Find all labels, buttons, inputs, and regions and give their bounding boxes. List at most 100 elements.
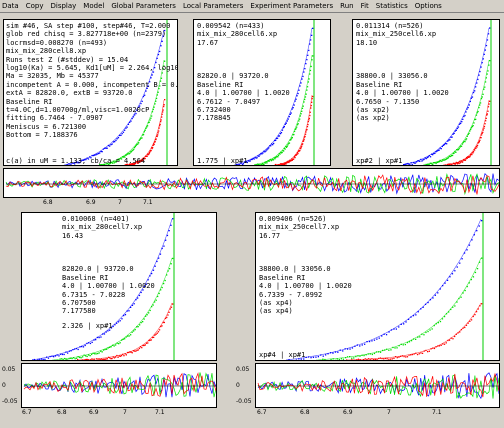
info-line: 6.7612 - 7.0497 (197, 98, 290, 106)
info-line: Runs test Z (#stddev) = 15.04 (6, 56, 178, 64)
residual-y-tick-label: 0 (236, 382, 240, 389)
blue-series-point (437, 292, 438, 293)
info-line: extA = 82820.0, extB = 93720.0 (6, 89, 178, 97)
green-series-point (87, 356, 88, 357)
green-series-point (296, 127, 297, 128)
blue-series-point (85, 345, 86, 346)
residual-plot-bottom-left (22, 364, 217, 408)
red-series-point (301, 145, 302, 146)
blue-series-point (412, 164, 413, 165)
info-line: 6.7315 - 7.0228 (62, 291, 155, 299)
red-series-point (462, 161, 463, 162)
blue-series-point (102, 151, 103, 152)
green-series-point (55, 361, 56, 362)
panel4-footer: 2.326 | xp#1 (62, 322, 113, 330)
blue-series-point (100, 336, 101, 337)
red-series-point (81, 360, 82, 361)
red-series-point (294, 157, 295, 158)
green-series-point (295, 128, 296, 129)
green-series-point (72, 358, 73, 359)
blue-series-point (53, 356, 54, 357)
blue-series-point (439, 150, 440, 151)
green-series-point (293, 134, 294, 135)
blue-series-point (170, 225, 171, 226)
blue-series-point (109, 145, 110, 146)
info-line (197, 56, 290, 64)
red-series-point (487, 111, 488, 112)
blue-series-point (423, 159, 424, 160)
info-line: Baseline RI (259, 274, 352, 282)
green-series-point (423, 334, 424, 335)
red-series-point (473, 151, 474, 152)
red-series-point (77, 359, 78, 360)
menu-local-parameters[interactable]: Local Parameters (183, 0, 243, 13)
red-series-point (288, 162, 289, 163)
red-series-point (483, 129, 484, 130)
red-series-point (434, 348, 435, 349)
menu-options[interactable]: Options (415, 0, 442, 13)
red-series-point (306, 129, 307, 130)
red-series-point (154, 335, 155, 336)
menu-statistics[interactable]: Statistics (376, 0, 408, 13)
green-series-point (171, 263, 172, 264)
blue-series-point (58, 355, 59, 356)
blue-series-point (359, 345, 360, 346)
red-series-point (164, 322, 165, 323)
green-series-point (306, 94, 307, 95)
menu-copy[interactable]: Copy (26, 0, 44, 13)
red-series-point (405, 356, 406, 357)
blue-series-point (272, 144, 273, 145)
menu-global-parameters[interactable]: Global Parameters (111, 0, 176, 13)
green-series-point (454, 305, 455, 306)
green-series-point (287, 146, 288, 147)
green-series-point (311, 66, 312, 67)
menu-model[interactable]: Model (83, 0, 104, 13)
menu-bar: Data Copy Display Model Global Parameters Loc… (0, 0, 504, 13)
red-series-point (275, 165, 276, 166)
green-series-point (448, 157, 449, 158)
red-series-point (361, 360, 362, 361)
red-series-point (476, 146, 477, 147)
green-series-point (320, 360, 321, 361)
green-series-point (156, 300, 157, 301)
red-series-point (100, 359, 101, 360)
info-line: 0.010068 (n=401) (62, 215, 155, 223)
info-line: 16.77 (259, 232, 352, 240)
red-series-point (124, 165, 125, 166)
residual-y-tick-label: -0.05 (236, 398, 252, 405)
blue-series-point (403, 323, 404, 324)
menu-data[interactable]: Data (2, 0, 19, 13)
red-series-point (138, 349, 139, 350)
red-series-point (309, 118, 310, 119)
green-series-point (459, 148, 460, 149)
info-line: incompetent A = 0.000, incompetent B = 0… (6, 81, 178, 89)
red-series-point (376, 359, 377, 360)
red-series-point (480, 137, 481, 138)
menu-fit[interactable]: Fit (361, 0, 369, 13)
green-series-point (91, 354, 92, 355)
blue-series-point (475, 86, 476, 87)
blue-series-point (315, 357, 316, 358)
blue-series-point (62, 354, 63, 355)
blue-series-point (352, 347, 353, 348)
menu-experiment-parameters[interactable]: Experiment Parameters (250, 0, 333, 13)
red-series-point (117, 357, 118, 358)
green-series-point (129, 335, 130, 336)
green-series-point (403, 344, 404, 345)
green-series-point (135, 329, 136, 330)
red-series-point (157, 333, 158, 334)
blue-series-point (479, 225, 480, 226)
red-series-point (155, 141, 156, 142)
menu-display[interactable]: Display (50, 0, 76, 13)
menu-run[interactable]: Run (340, 0, 353, 13)
blue-series-point (415, 162, 416, 163)
green-series-point (405, 344, 406, 345)
green-series-point (169, 268, 170, 269)
info-line: 0.009542 (n=433) (197, 22, 290, 30)
red-series-point (481, 303, 482, 304)
info-line: glob red chisq = 3.827718e+00 (n=2379) (6, 30, 178, 38)
info-line: (as xp2) (356, 114, 449, 122)
green-series-point (460, 297, 461, 298)
blue-series-point (160, 254, 161, 255)
red-series-point (403, 356, 404, 357)
